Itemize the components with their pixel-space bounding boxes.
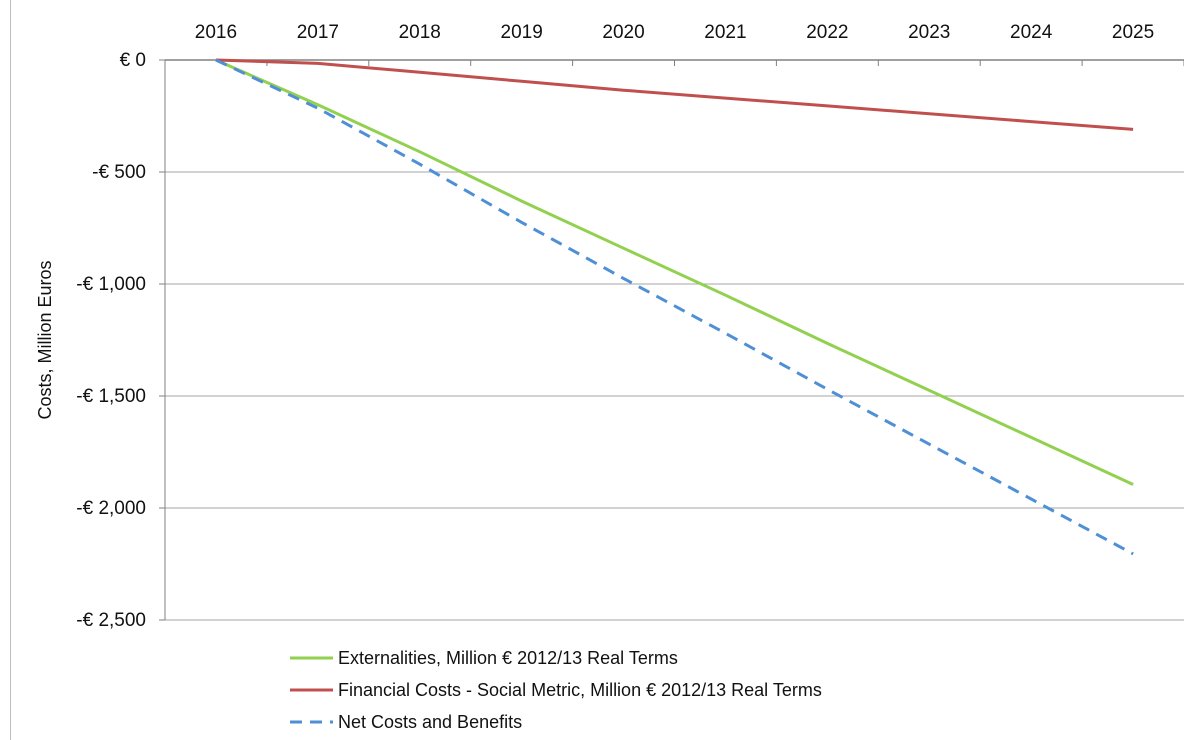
y-tick-label: -€ 2,500 <box>76 610 146 631</box>
x-tick-label: 2017 <box>297 22 339 43</box>
series-line-2 <box>215 58 1134 131</box>
x-tick-label: 2024 <box>1010 22 1053 43</box>
x-tick-label: 2022 <box>806 22 848 43</box>
x-tick-label: 2016 <box>195 22 237 43</box>
series-line-1 <box>215 58 1134 486</box>
x-tick-label: 2019 <box>501 22 543 43</box>
x-tick-label: 2023 <box>908 22 950 43</box>
series-layer <box>215 58 1134 556</box>
y-tick-label: -€ 1,500 <box>76 386 146 407</box>
legend-label: Financial Costs - Social Metric, Million… <box>338 680 822 700</box>
legend-label: Externalities, Million € 2012/13 Real Te… <box>338 648 678 668</box>
chart-frame <box>10 0 1184 740</box>
legend-label: Net Costs and Benefits <box>338 712 522 732</box>
legend: Externalities, Million € 2012/13 Real Te… <box>290 648 822 732</box>
y-tick-label: -€ 1,000 <box>76 274 146 295</box>
y-tick-label: -€ 2,000 <box>76 498 146 519</box>
x-tick-label: 2020 <box>602 22 644 43</box>
x-tick-label: 2021 <box>704 22 746 43</box>
y-tick-label: -€ 500 <box>92 162 146 183</box>
x-tick-label: 2025 <box>1112 22 1154 43</box>
x-tick-label: 2018 <box>399 22 441 43</box>
series-line-3 <box>215 58 1134 556</box>
y-tick-label: € 0 <box>120 50 146 71</box>
y-axis-label: Costs, Million Euros <box>35 260 55 419</box>
axes: € 0 -€ 500 -€ 1,000 -€ 1,500 -€ 2,000 -€ 2,50… <box>76 22 1184 631</box>
gridlines <box>165 171 1184 621</box>
